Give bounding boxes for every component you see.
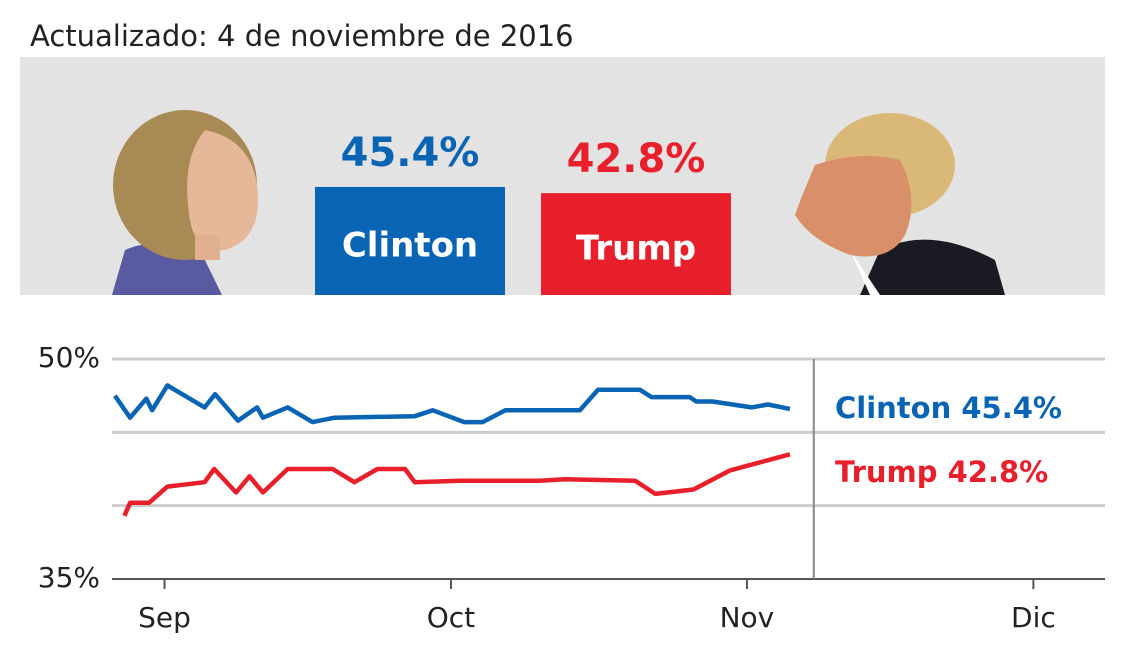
candidate-value: 45.4% — [341, 130, 480, 176]
series-label: Clinton 45.4% — [835, 391, 1062, 425]
x-tick-label: Nov — [720, 601, 775, 634]
x-tick-label: Sep — [138, 601, 191, 634]
y-tick-label: 35% — [38, 561, 100, 594]
clinton-photo — [112, 110, 259, 295]
updated: Actualizado: 4 de noviembre de 2016 — [30, 19, 574, 53]
candidate-value: 42.8% — [567, 136, 706, 182]
x-tick-label: Dic — [1011, 601, 1056, 634]
candidate-name: Clinton — [342, 225, 478, 265]
y-tick-label: 50% — [38, 341, 100, 374]
candidate-bar — [315, 186, 505, 295]
trump-photo — [795, 113, 1005, 295]
series-line — [113, 383, 791, 425]
series-label: Trump 42.8% — [835, 455, 1048, 489]
series-line — [122, 452, 791, 517]
x-tick-label: Oct — [427, 601, 475, 634]
candidate-name: Trump — [576, 229, 696, 269]
candidate-bar — [541, 193, 731, 295]
